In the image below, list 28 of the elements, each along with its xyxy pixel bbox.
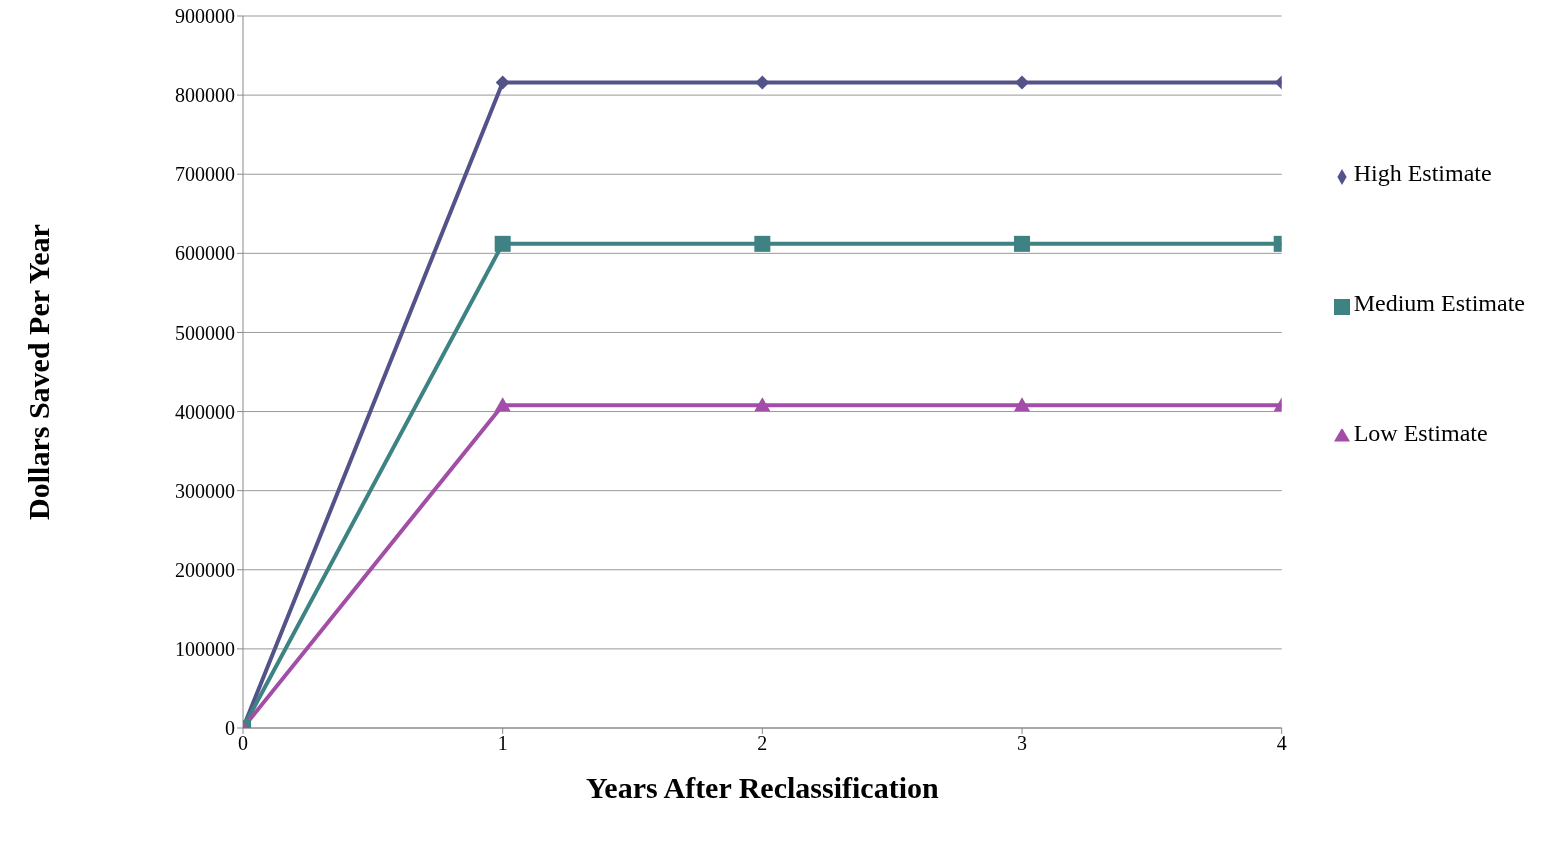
y-tick-label: 400000 xyxy=(175,400,235,423)
y-tick-label: 800000 xyxy=(175,84,235,107)
point xyxy=(494,397,511,412)
point xyxy=(754,235,771,252)
legend-label: High Estimate xyxy=(1353,160,1492,186)
point xyxy=(755,75,770,90)
y-tick-label: 300000 xyxy=(175,479,235,502)
x-tick-label: 4 xyxy=(1276,732,1287,755)
point xyxy=(495,75,510,90)
point xyxy=(1014,235,1031,252)
x-tick-label: 1 xyxy=(497,732,508,755)
point xyxy=(1014,397,1031,412)
y-axis-title: Dollars Saved Per Year xyxy=(21,224,55,520)
y-tick-label: 0 xyxy=(225,717,235,740)
y-tick-label: 600000 xyxy=(175,242,235,265)
x-tick-label: 3 xyxy=(1017,732,1028,755)
legend-label: Low Estimate xyxy=(1353,420,1488,446)
y-tick-label: 100000 xyxy=(175,637,235,660)
y-tick-label: 900000 xyxy=(175,5,235,28)
point xyxy=(754,397,771,412)
y-tick-label: 500000 xyxy=(175,321,235,344)
y-tick-label: 200000 xyxy=(175,558,235,581)
x-axis-title: Years After Reclassification xyxy=(585,771,939,804)
x-tick-label: 2 xyxy=(757,732,768,755)
y-tick-label: 700000 xyxy=(175,163,235,186)
point xyxy=(494,235,511,252)
point xyxy=(1015,75,1030,90)
legend-label: Medium Estimate xyxy=(1353,290,1525,316)
